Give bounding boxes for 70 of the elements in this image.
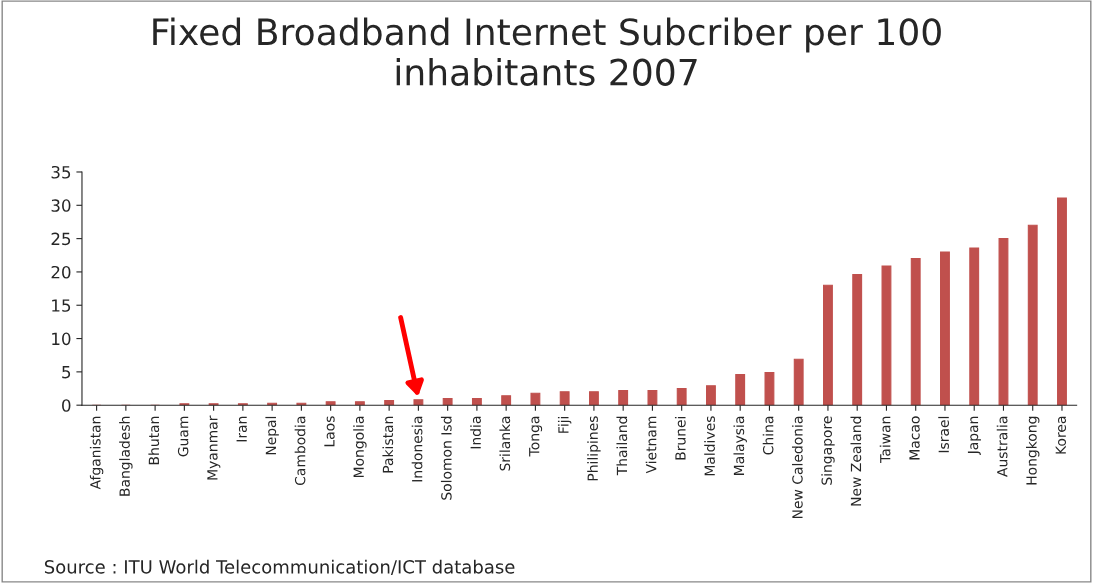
y-tick-label: 10 bbox=[52, 332, 71, 346]
x-tick-label: Pakistan bbox=[382, 416, 394, 473]
bar bbox=[676, 387, 687, 406]
bar bbox=[384, 399, 395, 406]
bar bbox=[823, 284, 833, 406]
y-tick-label: 20 bbox=[51, 265, 71, 279]
bar bbox=[442, 397, 453, 406]
x-tick-label: Hongkong bbox=[1026, 416, 1040, 485]
x-tick-label: Maldives bbox=[704, 416, 715, 476]
bar bbox=[618, 389, 629, 406]
x-tick-label: Nepal bbox=[265, 416, 279, 455]
bar bbox=[998, 238, 1009, 406]
bar bbox=[471, 397, 482, 406]
x-tick-label: Cambodia bbox=[294, 416, 306, 486]
bar bbox=[559, 391, 570, 406]
bar bbox=[354, 401, 365, 406]
y-tick-label: 25 bbox=[51, 232, 71, 246]
x-tick-label: Iran bbox=[236, 416, 247, 442]
x-tick-label: Philipines bbox=[587, 416, 601, 481]
bar bbox=[940, 251, 950, 406]
y-tick-label: 30 bbox=[51, 199, 71, 212]
x-tick-label: India bbox=[470, 416, 481, 449]
bar bbox=[852, 274, 863, 406]
x-tick-label: Brunei bbox=[674, 416, 686, 460]
x-tick-label: Australia bbox=[996, 416, 1008, 477]
x-tick-label: Guam bbox=[177, 416, 189, 457]
x-tick-label: Afganistan bbox=[89, 416, 104, 490]
x-tick-label: Malaysia bbox=[733, 416, 747, 475]
bar bbox=[881, 265, 892, 406]
x-tick-label: New Zealand bbox=[850, 416, 862, 506]
bar bbox=[793, 358, 804, 406]
bar bbox=[501, 395, 512, 406]
y-tick-label: 35 bbox=[51, 165, 71, 179]
x-tick-label: Indonesia bbox=[411, 416, 423, 482]
x-tick-label: Mongolia bbox=[353, 416, 367, 478]
x-tick-label: Thailand bbox=[616, 416, 628, 476]
source-note: Source : ITU World Telecommunication/ICT database bbox=[44, 559, 515, 576]
bar bbox=[530, 392, 541, 406]
x-tick-label: China bbox=[762, 416, 774, 455]
x-tick-label: Tonga bbox=[529, 416, 543, 457]
bar bbox=[910, 258, 921, 406]
x-tick-label: Taiwan bbox=[879, 416, 891, 463]
x-tick-label: Singapore bbox=[821, 416, 835, 485]
x-tick-label: Laos bbox=[324, 416, 335, 447]
x-tick-label: Korea bbox=[1055, 416, 1067, 454]
bar bbox=[735, 373, 746, 406]
x-tick-label: Fiji bbox=[557, 416, 572, 433]
x-tick-label: Bangladesh bbox=[119, 416, 133, 496]
x-tick-label: Macao bbox=[909, 416, 920, 460]
x-tick-label: Solomon Isd bbox=[440, 416, 452, 500]
bar bbox=[1057, 197, 1067, 406]
bar bbox=[325, 401, 336, 406]
x-tick-label: New Caledonia bbox=[791, 416, 803, 519]
chart-title: Fixed Broadband Internet Subcriber per 100 inhabitants 2007 bbox=[153, 17, 941, 86]
y-tick-label: 0 bbox=[62, 399, 71, 412]
x-tick-label: Japan bbox=[967, 416, 981, 456]
x-tick-label: Myanmar bbox=[207, 415, 221, 480]
bar bbox=[1027, 224, 1038, 406]
x-tick-label: Israel bbox=[938, 416, 949, 453]
bar bbox=[705, 385, 716, 406]
y-tick-label: 5 bbox=[62, 366, 71, 379]
bar bbox=[413, 399, 424, 406]
x-tick-label: Vietnam bbox=[645, 416, 657, 474]
bar bbox=[764, 371, 775, 406]
bar bbox=[969, 247, 980, 406]
x-tick-label: Bhutan bbox=[148, 416, 160, 465]
y-tick-label: 15 bbox=[52, 299, 71, 312]
bar bbox=[647, 389, 658, 406]
x-tick-label: Srilanka bbox=[499, 416, 511, 471]
bar bbox=[588, 391, 599, 406]
